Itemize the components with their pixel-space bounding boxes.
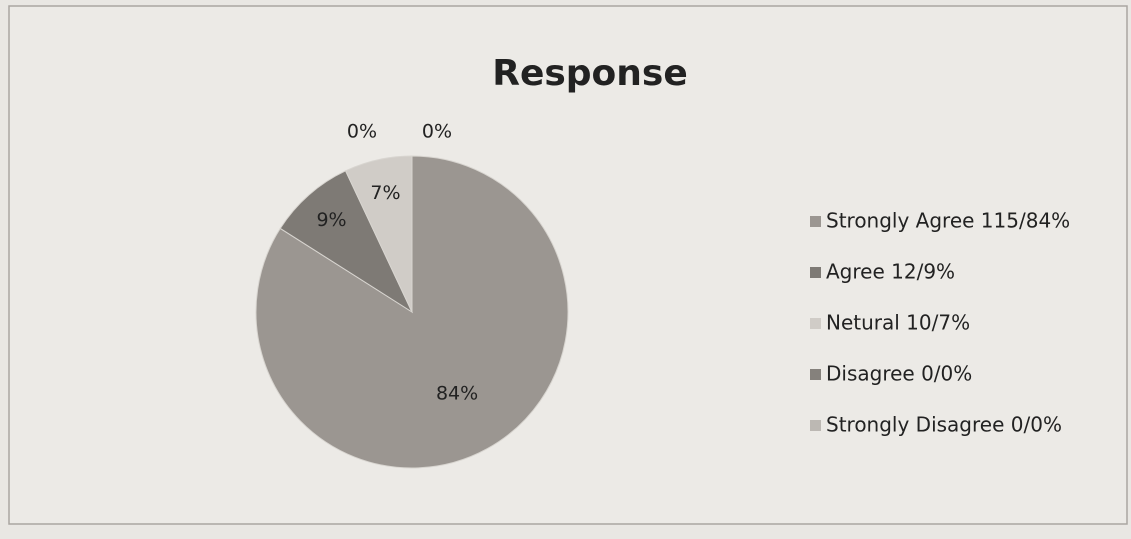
legend-swatch bbox=[810, 216, 821, 227]
legend-swatch bbox=[810, 369, 821, 380]
data-label: 0% bbox=[422, 121, 452, 143]
legend-swatch bbox=[810, 267, 821, 278]
legend-label: Netural 10/7% bbox=[826, 311, 970, 335]
data-label: 84% bbox=[436, 383, 478, 405]
legend-label: Agree 12/9% bbox=[826, 260, 955, 284]
legend-label: Strongly Disagree 0/0% bbox=[826, 413, 1062, 437]
pie-slice bbox=[279, 170, 414, 314]
legend-swatch bbox=[810, 420, 821, 431]
legend-label: Disagree 0/0% bbox=[826, 362, 972, 386]
chart-frame bbox=[8, 5, 1128, 525]
data-label: 9% bbox=[316, 209, 346, 231]
legend-swatch bbox=[810, 318, 821, 329]
chart-title: Response bbox=[492, 53, 688, 94]
legend-label: Strongly Agree 115/84% bbox=[826, 209, 1070, 233]
data-label: 0% bbox=[347, 121, 377, 143]
data-label: 7% bbox=[370, 182, 400, 204]
